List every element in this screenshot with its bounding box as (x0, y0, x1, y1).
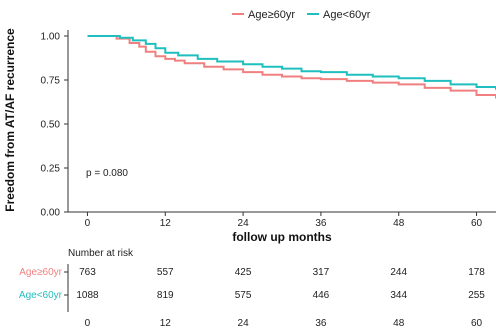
x-tick-label-5: 60 (471, 218, 483, 229)
p-value-annotation: p = 0.080 (86, 168, 128, 179)
risk-row-label-1: Age<60yr (19, 290, 63, 301)
risk-cell-1-1: 819 (157, 290, 174, 301)
y-tick-label-2: 0.50 (41, 120, 61, 131)
legend-label-0: Age≥60yr (248, 9, 295, 21)
risk-cell-1-3: 446 (313, 290, 330, 301)
risk-row-label-0: Age≥60yr (19, 267, 62, 278)
risk-table-title: Number at risk (68, 248, 134, 259)
risk-cell-0-2: 425 (235, 267, 252, 278)
y-axis-title: Freedom from AT/AF recurrence (3, 28, 17, 212)
risk-cell-0-4: 244 (390, 267, 407, 278)
risk-x-tick-label-2: 24 (238, 318, 250, 329)
x-tick-label-2: 24 (238, 218, 250, 229)
y-tick-label-4: 1.00 (41, 32, 61, 43)
legend-label-1: Age<60yr (323, 9, 371, 21)
risk-x-tick-label-5: 60 (471, 318, 483, 329)
risk-cell-0-1: 557 (157, 267, 174, 278)
series-line-0 (88, 36, 496, 99)
x-axis-title: follow up months (232, 230, 332, 244)
x-tick-label-3: 36 (315, 218, 327, 229)
risk-cell-1-0: 1088 (76, 290, 99, 301)
risk-x-tick-label-1: 12 (160, 318, 172, 329)
x-tick-label-1: 12 (160, 218, 172, 229)
risk-cell-1-2: 575 (235, 290, 252, 301)
risk-x-tick-label-3: 36 (315, 318, 327, 329)
risk-cell-0-0: 763 (79, 267, 96, 278)
x-tick-label-4: 48 (393, 218, 405, 229)
risk-cell-1-4: 344 (390, 290, 407, 301)
y-tick-label-3: 0.75 (41, 76, 61, 87)
risk-cell-1-5: 255 (468, 290, 485, 301)
risk-x-tick-label-4: 48 (393, 318, 405, 329)
risk-cell-0-5: 178 (468, 267, 485, 278)
y-tick-label-0: 0.00 (41, 208, 61, 219)
x-tick-label-0: 0 (85, 218, 91, 229)
risk-cell-0-3: 317 (313, 267, 330, 278)
y-tick-label-1: 0.25 (41, 164, 61, 175)
risk-x-tick-label-0: 0 (85, 318, 91, 329)
series-line-1 (88, 36, 496, 90)
